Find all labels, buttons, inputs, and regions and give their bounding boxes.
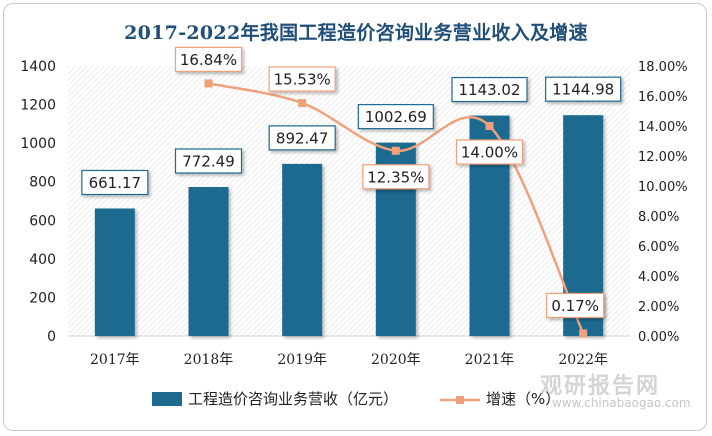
plot-background xyxy=(68,66,630,336)
y-right-tick-label: 16.00% xyxy=(638,90,688,105)
legend-label-line: 增速（%） xyxy=(486,390,560,408)
y-right-tick-label: 10.00% xyxy=(638,180,688,195)
growth-value-label-box xyxy=(362,164,430,190)
bar-value-label: 1002.69 xyxy=(365,108,427,126)
bar xyxy=(94,208,135,336)
growth-value-label: 0.17% xyxy=(551,297,599,315)
bar-value-label: 892.47 xyxy=(276,129,329,147)
growth-value-label: 15.53% xyxy=(274,71,331,89)
bar-value-label-box xyxy=(545,76,622,102)
y-left-tick-label: 0 xyxy=(47,329,56,345)
y-right-tick-label: 2.00% xyxy=(638,300,679,315)
x-tick-label: 2022年 xyxy=(558,352,608,368)
growth-point xyxy=(298,99,307,108)
bar xyxy=(282,163,323,336)
bar-value-label-box xyxy=(357,104,434,130)
y-left-tick-label: 1400 xyxy=(20,59,56,75)
bar-value-label: 772.49 xyxy=(182,153,235,171)
x-tick-label: 2019年 xyxy=(277,352,327,368)
growth-value-label-box xyxy=(546,292,605,319)
growth-value-label-box xyxy=(174,46,243,73)
x-tick-label: 2020年 xyxy=(371,352,421,368)
y-right-tick-label: 6.00% xyxy=(638,240,679,255)
growth-line xyxy=(208,82,585,334)
bar-value-label-box xyxy=(268,125,336,151)
x-tick-label: 2018年 xyxy=(184,352,234,368)
watermark-url: www.chinabaogao.com xyxy=(552,396,691,410)
bar-value-label: 1144.98 xyxy=(552,81,614,99)
plot-area: 0 200 400 600 800 1000 1200 1400 0.00% 2.00% 4.00%… xyxy=(20,46,688,368)
y-right-tick-label: 18.00% xyxy=(638,60,688,75)
growth-point xyxy=(204,79,213,88)
legend-label-bar: 工程造价咨询业务营收（亿元） xyxy=(188,390,398,408)
growth-point xyxy=(391,146,400,155)
y-left-tick-label: 400 xyxy=(29,252,56,268)
bar-value-label-box xyxy=(451,76,528,103)
y-right-tick-label: 4.00% xyxy=(638,270,679,285)
legend-swatch-bar xyxy=(152,392,182,406)
y-left-tick-label: 600 xyxy=(29,213,56,229)
y-left-tick-label: 200 xyxy=(29,290,56,306)
growth-point xyxy=(579,329,588,338)
chart-title: 2017-2022年我国工程造价咨询业务营业收入及增速 xyxy=(124,22,588,44)
growth-value-label: 14.00% xyxy=(461,144,518,162)
y-left-tick-label: 1000 xyxy=(20,136,56,152)
bar-value-label: 661.17 xyxy=(89,174,142,192)
legend-swatch-marker xyxy=(456,396,464,404)
y-left-tick-label: 800 xyxy=(29,175,56,191)
growth-value-label-box xyxy=(455,139,524,165)
bar xyxy=(188,187,229,336)
legend: 工程造价咨询业务营收（亿元） 增速（%） xyxy=(152,390,560,408)
growth-point xyxy=(485,122,494,130)
growth-value-label-box xyxy=(268,66,336,92)
growth-value-label: 12.35% xyxy=(367,168,424,186)
watermark-logo-text: 观研报告网 xyxy=(540,374,661,399)
bar-value-label-box xyxy=(81,169,149,196)
y-right-tick-label: 8.00% xyxy=(638,210,679,225)
y-right-tick-label: 0.00% xyxy=(638,330,679,345)
x-tick-label: 2017年 xyxy=(90,352,140,368)
x-tick-label: 2021年 xyxy=(465,352,515,368)
bar-value-label-box xyxy=(174,148,243,174)
y-right-tick-label: 12.00% xyxy=(638,150,688,165)
y-right-tick-label: 14.00% xyxy=(638,120,688,135)
growth-value-label: 16.84% xyxy=(180,51,237,69)
bar-value-label: 1143.02 xyxy=(458,81,520,99)
y-left-tick-label: 1200 xyxy=(20,98,56,114)
